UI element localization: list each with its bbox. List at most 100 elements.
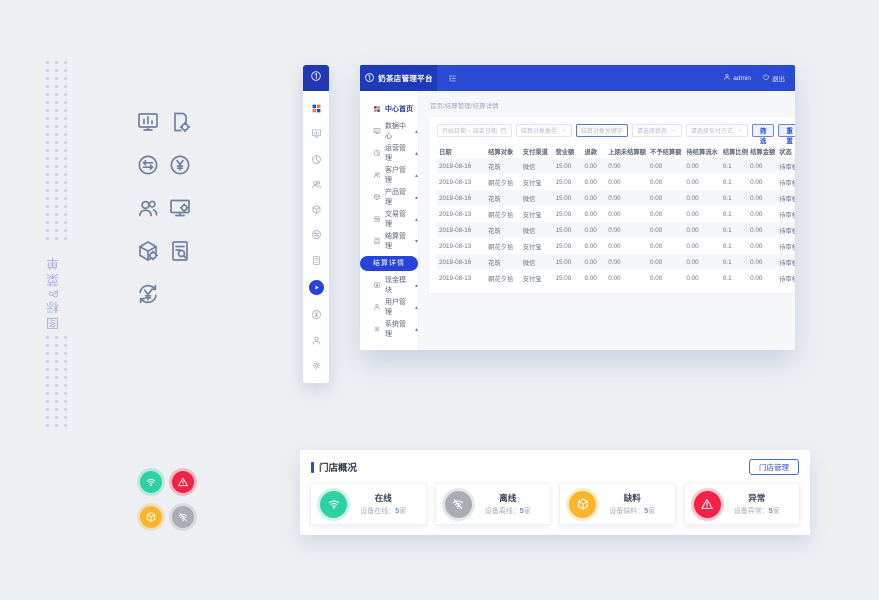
username: admin	[733, 74, 751, 82]
menu-arrow-down-icon: ▾	[414, 238, 418, 245]
menu-arrow-up-icon: ▴	[414, 194, 418, 201]
currency-icon	[170, 155, 190, 175]
box-badge	[569, 490, 596, 518]
decor-dot	[64, 205, 67, 208]
decor-dot	[46, 237, 49, 240]
currency-icon	[168, 153, 192, 177]
table-row: 2019-08-13 朝花夕拾 支付宝 15.00 0.00 0.00 0.00 0.00 0.…	[437, 206, 795, 222]
grid-colored-icon	[312, 104, 320, 113]
menu-item-1[interactable]: 数据中心 ▴	[360, 120, 418, 142]
decor-dot	[64, 77, 67, 80]
store-manage-button[interactable]: 门店管理	[749, 459, 799, 475]
user-menu[interactable]: admin	[723, 73, 751, 83]
decor-dot	[46, 101, 49, 104]
mini-sidebar-item-cash[interactable]	[311, 309, 322, 320]
store-status-cards: 在线 设备在线：5家 离线 设备离线：5家 缺料 设备缺料：5家 异常 设备异常：5家	[300, 482, 810, 525]
placeholder-text: 请选择状态	[636, 129, 667, 135]
table-cell: 0.00	[650, 162, 663, 170]
decor-dot	[55, 77, 58, 80]
decor-dot	[55, 69, 58, 72]
mini-sidebar-item-data-center[interactable]	[311, 128, 322, 139]
table-cell: 0.00	[608, 162, 621, 170]
menu-item-6[interactable]: 结算管理 ▾	[360, 230, 418, 252]
table-cell: 0.00	[584, 258, 597, 266]
table-cell: 0.00	[584, 226, 597, 234]
table-cell: 0.00	[608, 258, 621, 266]
menu-item-8[interactable]: 现金模块 ▴	[360, 274, 418, 296]
decor-dot	[46, 85, 49, 88]
menu-item-2[interactable]: 运营管理 ▴	[360, 142, 418, 164]
mini-sidebar-item-customers[interactable]	[311, 179, 322, 190]
decor-dot	[64, 117, 67, 120]
circle-swap-icon	[373, 215, 381, 223]
mini-sidebar-item-home[interactable]	[311, 103, 322, 114]
wifi-icon	[328, 500, 339, 509]
monitor-chart-icon	[311, 129, 321, 138]
table-cell: 0.00	[650, 226, 663, 234]
app-sidebar-menu: 中心首页 数据中心 ▴ 运营管理 ▴ 客户管理 ▴ 产品管理 ▴ 交易管理 ▴ 结算管理 ▾ 结算详情现金…	[360, 91, 419, 350]
calc-icon	[312, 255, 320, 265]
status-subtitle: 设备在线：5家	[347, 506, 420, 516]
placeholder-text: 结算对象类型	[520, 129, 557, 135]
mini-sidebar-item-user-management[interactable]	[311, 335, 322, 346]
table-cell: 0.00	[608, 226, 621, 234]
record-search-icon	[172, 241, 188, 261]
decor-dot	[55, 61, 58, 64]
decor-dot	[64, 165, 67, 168]
menu-item-label: 结算管理	[385, 233, 406, 250]
table-cell: 0.00	[750, 210, 763, 218]
mini-sidebar-item-system[interactable]	[311, 360, 322, 371]
table-cell: 0.00	[750, 194, 763, 202]
filter-object-type-select[interactable]: 结算对象类型	[515, 124, 572, 137]
decor-dot	[64, 109, 67, 112]
section-vertical-label: 图标&菜单	[46, 254, 61, 330]
menu-item-10[interactable]: 系统管理 ▴	[360, 318, 418, 340]
filter-button[interactable]: 筛 选	[751, 124, 775, 145]
table-cell: 15.00	[555, 194, 572, 202]
menu-arrow-up-icon: ▴	[414, 128, 418, 135]
table-cell: 支付宝	[522, 179, 542, 187]
decor-dot	[64, 229, 67, 232]
filter-date-range-picker[interactable]: 开始日期 ~ 结束日期	[437, 124, 512, 137]
status-unit: 家	[648, 508, 656, 515]
mini-sidebar-item-products[interactable]	[311, 204, 322, 215]
mini-sidebar-item-settlement-detail[interactable]	[308, 279, 324, 295]
breadcrumb: 首页/结算管理/结算详情	[430, 103, 499, 110]
dashboard-monitor-icon	[138, 113, 158, 131]
mini-sidebar-item-settlement[interactable]	[311, 255, 322, 266]
filter-status-select[interactable]: 请选择状态	[631, 124, 682, 137]
circle-yen-icon	[311, 310, 321, 320]
app-window: 奶茶店管理平台 admin 退出 中心首页 数据中心 ▴ 运营管理 ▴ 客户管理 ▴ 产品管理…	[360, 65, 795, 350]
monitor-chart-icon	[373, 128, 381, 134]
filter-pay-method-select[interactable]: 请选择支付方式	[685, 124, 748, 137]
table-cell: 花筑	[488, 227, 501, 235]
status-title: 离线	[499, 493, 517, 503]
table-cell: 微信	[522, 259, 536, 267]
menu-item-4[interactable]: 产品管理 ▴	[360, 186, 418, 208]
filter-object-keyword-input[interactable]: 结算对象关键字	[575, 124, 628, 137]
menu-item-label: 系统管理	[385, 321, 406, 338]
logout-button[interactable]: 退出	[762, 73, 785, 83]
mini-sidebar-item-transactions[interactable]	[311, 229, 322, 240]
mini-sidebar-item-operations[interactable]	[311, 154, 322, 165]
report-config-icon	[168, 110, 192, 134]
store-panel-title: 门店概况	[319, 463, 358, 474]
menu-item-active-settlement-detail[interactable]: 结算详情	[360, 255, 418, 271]
decor-dot	[46, 165, 49, 168]
menu-item-0[interactable]: 中心首页	[360, 98, 418, 120]
decor-dot	[55, 141, 58, 144]
menu-collapse-button[interactable]	[448, 74, 457, 83]
table-cell: 0.00	[686, 226, 699, 234]
table-cell: 朝花夕拾	[488, 211, 514, 219]
decor-dot	[64, 424, 67, 427]
swatch-material-icon	[140, 506, 162, 528]
reset-button[interactable]: 重 置	[778, 124, 795, 145]
table-cell: 微信	[522, 227, 536, 235]
menu-item-3[interactable]: 客户管理 ▴	[360, 164, 418, 186]
table-cell: 0.00	[686, 210, 699, 218]
decor-dot	[46, 368, 49, 371]
table-cell: 支付宝	[522, 243, 542, 251]
menu-item-5[interactable]: 交易管理 ▴	[360, 208, 418, 230]
table-cell: 0.00	[750, 178, 763, 186]
menu-item-9[interactable]: 用户管理 ▴	[360, 296, 418, 318]
